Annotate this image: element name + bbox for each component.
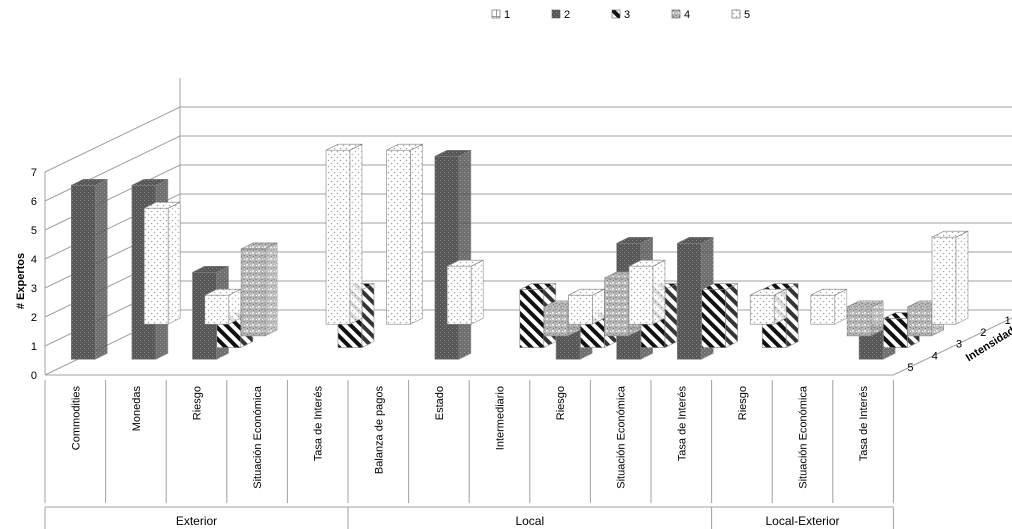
legend-swatch-1 <box>491 9 501 19</box>
legend-label-1: 1 <box>504 9 510 21</box>
bar-series-2 <box>71 178 108 360</box>
category-label: Situación Económica <box>252 385 264 489</box>
category-label: Situación Económica <box>798 385 810 489</box>
bar-series-5 <box>628 259 666 325</box>
z-tick-label: 3 <box>956 339 962 351</box>
group-label: Local <box>515 514 544 528</box>
legend-swatch-2 <box>551 9 561 19</box>
bar-series-5 <box>931 230 969 325</box>
y-tick-label: 3 <box>31 283 37 295</box>
category-label: Riesgo <box>192 386 204 420</box>
y-tick-label: 4 <box>31 254 37 266</box>
category-label: Estado <box>434 386 446 420</box>
y-tick-label: 0 <box>31 370 37 382</box>
gridline <box>44 222 1012 289</box>
group-label: Local-Exterior <box>765 514 839 528</box>
z-tick-label: 1 <box>1005 315 1011 327</box>
legend-swatch-4 <box>671 9 681 19</box>
z-tick-label: 5 <box>907 362 913 374</box>
legend-label-4: 4 <box>684 9 690 21</box>
gridline <box>44 164 1012 231</box>
y-tick-label: 6 <box>31 196 37 208</box>
y-axis-title: # Expertos <box>15 253 27 309</box>
category-label: Tasa de Interés <box>858 386 870 462</box>
category-label: Tasa de Interés <box>313 386 325 462</box>
gridline <box>44 193 1012 260</box>
legend-swatch-5 <box>731 9 741 19</box>
gridline <box>44 135 1012 202</box>
legend-label-2: 2 <box>564 9 570 21</box>
legend-label-5: 5 <box>744 9 750 21</box>
gridline <box>44 106 1012 173</box>
legend: 1 2 3 4 5 <box>491 9 750 21</box>
bar-series-5 <box>386 143 423 325</box>
z-tick-label: 4 <box>932 350 938 362</box>
bar-series-5 <box>810 288 848 325</box>
y-tick-label: 7 <box>31 167 37 179</box>
bar-series-5 <box>143 201 181 325</box>
category-label: Tasa de Interés <box>676 386 688 462</box>
bar-series-4 <box>240 242 278 337</box>
bar-series-5 <box>749 288 787 325</box>
y-tick-label: 1 <box>31 341 37 353</box>
z-tick-label: 2 <box>980 327 986 339</box>
category-label: Commodities <box>70 386 82 451</box>
legend-label-3: 3 <box>624 9 630 21</box>
category-label: Intermediario <box>495 386 507 450</box>
group-label: Exterior <box>176 514 217 528</box>
bar-series-2 <box>434 149 472 360</box>
bar-series-4 <box>846 300 884 337</box>
y-tick-label: 2 <box>31 312 37 324</box>
category-label: Situación Económica <box>616 385 628 489</box>
legend-swatch-3 <box>611 9 621 19</box>
z-axis-title: Intensidad <box>964 325 1012 364</box>
category-label: Balanza de pagos <box>373 386 385 475</box>
bar-series-5 <box>325 143 363 325</box>
category-label: Riesgo <box>737 386 749 420</box>
category-label: Riesgo <box>555 386 567 420</box>
bar-series-5 <box>204 288 242 325</box>
y-tick-label: 5 <box>31 225 37 237</box>
bar-series-3 <box>701 283 738 349</box>
bar-series-5 <box>446 259 484 325</box>
bar-series-5 <box>568 288 605 325</box>
floor-right-edge <box>893 317 1012 376</box>
category-label: Monedas <box>131 386 143 432</box>
